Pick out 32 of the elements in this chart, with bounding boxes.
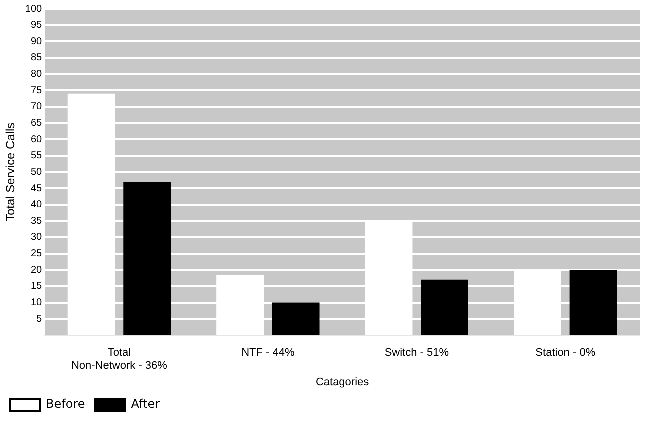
y-tick-label: 60 (30, 134, 43, 146)
y-tick-label: 100 (25, 4, 43, 15)
bar (421, 280, 468, 336)
y-tick-label: 10 (30, 298, 43, 309)
x-tick-label: Switch - 51% (384, 347, 450, 360)
x-tick-label: NTF - 44% (242, 347, 295, 360)
y-tick-label: 55 (30, 150, 43, 162)
y-tick-label: 30 (30, 232, 43, 244)
legend-label: After (131, 397, 160, 412)
y-axis-title: Total Service Calls (4, 122, 18, 222)
y-tick-label: 15 (30, 281, 43, 292)
y-tick-label: 70 (30, 102, 43, 113)
bar (124, 182, 172, 336)
x-tick-label: Station - 0% (536, 347, 596, 360)
y-tick-label: 40 (30, 200, 43, 211)
bar (272, 302, 320, 336)
y-tick-label: 25 (30, 248, 43, 260)
y-tick-label: 5 (36, 314, 43, 325)
y-tick-label: 75 (30, 85, 43, 96)
y-tick-label: 85 (30, 52, 43, 64)
y-tick-label: 35 (30, 216, 43, 227)
y-tick-label: 65 (30, 118, 43, 129)
legend-label: Before (46, 397, 86, 412)
x-axis-title: Catagories (316, 376, 370, 388)
x-tick-label: Total Non-Network - 36% (71, 347, 168, 372)
y-tick-label: 90 (30, 36, 43, 48)
y-tick-label: 45 (30, 183, 43, 194)
bar (570, 270, 618, 336)
y-tick-label: 20 (30, 264, 43, 276)
y-tick-label: 50 (30, 166, 43, 178)
y-tick-label: 80 (30, 69, 43, 80)
y-tick-label: 95 (30, 20, 43, 32)
